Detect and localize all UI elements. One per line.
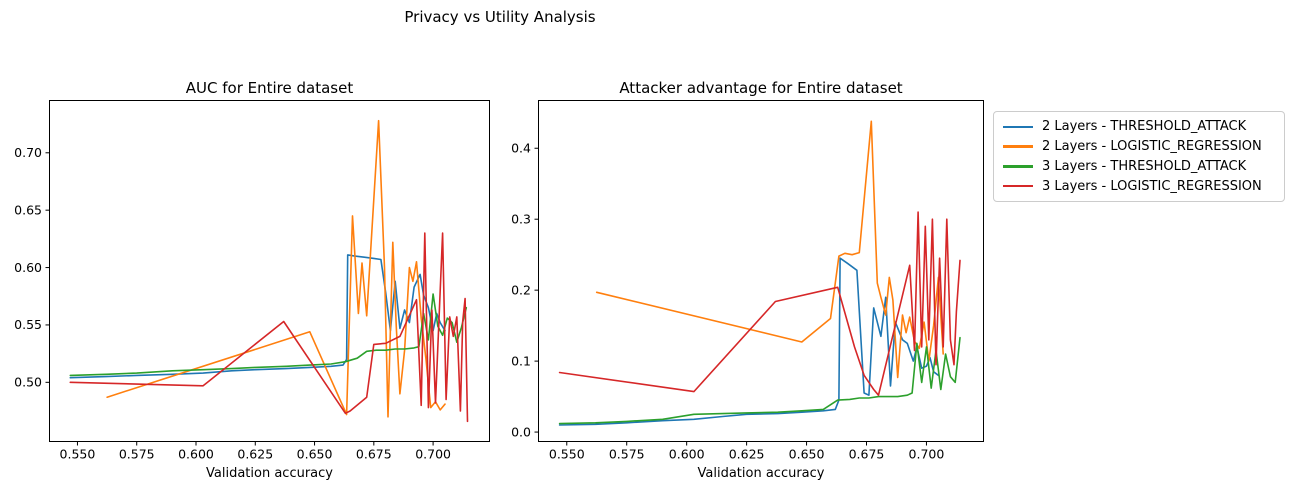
axes-frame [538,100,984,442]
y-tick-label: 0.55 [14,317,42,332]
x-tick-label: 0.550 [549,447,585,462]
legend-label: 2 Layers - LOGISTIC_REGRESSION [1042,139,1262,155]
legend-entry-1: 2 Layers - LOGISTIC_REGRESSION [1003,137,1275,157]
series-line-3-layers-logistic-regression [69,232,469,423]
x-tick-label: 0.650 [789,447,825,462]
x-tick-label: 0.625 [237,447,273,462]
series-line-3-layers-logistic-regression [558,211,961,397]
y-tick-label: 0.3 [511,212,531,227]
axes-frame [49,100,490,442]
x-tick-label: 0.675 [849,447,885,462]
x-tick-label: 0.625 [729,447,765,462]
y-tick-label: 0.70 [14,145,42,160]
y-tick-label: 0.2 [511,282,531,297]
legend-entry-3: 3 Layers - LOGISTIC_REGRESSION [1003,176,1275,196]
legend-entry-0: 2 Layers - THRESHOLD_ATTACK [1003,117,1275,137]
legend-label: 3 Layers - LOGISTIC_REGRESSION [1042,178,1262,194]
y-tick-label: 0.60 [14,260,42,275]
y-tick-label: 0.1 [511,353,531,368]
legend: 2 Layers - THRESHOLD_ATTACK 2 Layers - LO… [993,111,1285,202]
figure-title: Privacy vs Utility Analysis [404,8,596,26]
y-tick-label: 0.0 [511,424,531,439]
y-tick-label: 0.4 [511,141,531,156]
x-tick-label: 0.600 [178,447,214,462]
auc-xaxis-label: Validation accuracy [206,466,333,481]
legend-line-swatch [1003,145,1033,148]
legend-label: 3 Layers - THRESHOLD_ATTACK [1042,158,1247,174]
legend-label: 2 Layers - THRESHOLD_ATTACK [1042,119,1247,135]
legend-line-swatch [1003,125,1033,129]
legend-line-swatch [1003,165,1033,168]
advantage-xaxis-label: Validation accuracy [697,466,825,481]
x-tick-label: 0.550 [60,447,96,462]
y-tick-label: 0.65 [14,202,42,217]
series-line-2-layers-logistic-regression [595,120,945,379]
legend-line-swatch [1003,184,1033,188]
advantage-plot-canvas: 0.550 0.575 0.600 0.625 0.650 0.675 0.700 0.0 0.… [511,100,984,462]
x-tick-label: 0.575 [119,447,155,462]
x-tick-label: 0.675 [356,447,392,462]
advantage-chart-title: Attacker advantage for Entire dataset [619,79,903,97]
series-line-3-layers-threshold-attack [558,336,961,425]
x-tick-label: 0.700 [909,447,945,462]
x-tick-label: 0.575 [609,447,645,462]
x-tick-label: 0.600 [669,447,705,462]
x-tick-label: 0.650 [297,447,333,462]
auc-chart-title: AUC for Entire dataset [185,79,354,97]
legend-entry-2: 3 Layers - THRESHOLD_ATTACK [1003,157,1275,177]
x-tick-label: 0.700 [415,447,451,462]
auc-plot-canvas: 0.550 0.575 0.600 0.625 0.650 0.675 0.700 0.50 0… [14,100,490,462]
y-tick-label: 0.50 [14,375,42,390]
series-line-2-layers-threshold-attack [558,257,940,426]
